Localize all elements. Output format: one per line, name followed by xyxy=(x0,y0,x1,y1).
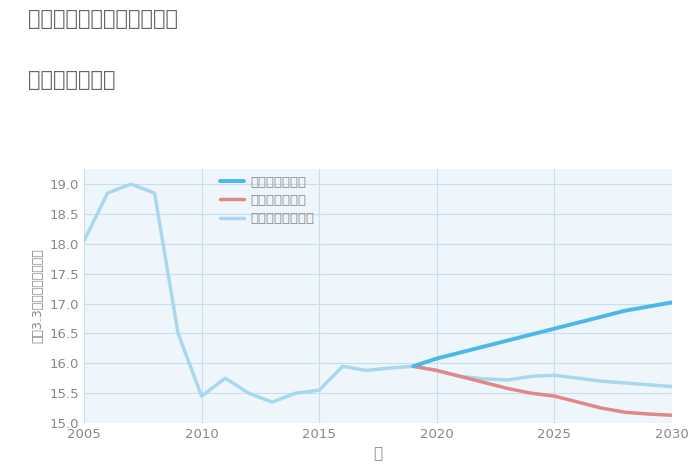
グッドシナリオ xyxy=(644,304,652,309)
バッドシナリオ xyxy=(621,409,629,415)
ノーマルシナリオ xyxy=(104,190,112,196)
グッドシナリオ xyxy=(597,314,606,320)
ノーマルシナリオ xyxy=(433,368,441,373)
バッドシナリオ xyxy=(597,405,606,411)
ノーマルシナリオ xyxy=(644,382,652,388)
バッドシナリオ xyxy=(503,385,512,391)
バッドシナリオ xyxy=(574,400,582,405)
ノーマルシナリオ xyxy=(574,376,582,381)
ノーマルシナリオ xyxy=(291,390,300,396)
ノーマルシナリオ xyxy=(268,400,277,405)
ノーマルシナリオ xyxy=(197,393,206,399)
グッドシナリオ xyxy=(550,326,559,331)
ノーマルシナリオ xyxy=(597,378,606,384)
ノーマルシナリオ xyxy=(456,374,465,379)
バッドシナリオ xyxy=(456,374,465,379)
グッドシナリオ xyxy=(503,338,512,344)
ノーマルシナリオ xyxy=(244,390,253,396)
ノーマルシナリオ xyxy=(362,368,370,373)
Text: 土地の価格推移: 土地の価格推移 xyxy=(28,70,116,91)
Line: ノーマルシナリオ: ノーマルシナリオ xyxy=(84,184,672,402)
ノーマルシナリオ xyxy=(526,374,535,379)
ノーマルシナリオ xyxy=(80,238,88,243)
Text: 千葉県長生郡白子町剃金の: 千葉県長生郡白子町剃金の xyxy=(28,9,178,30)
Line: バッドシナリオ: バッドシナリオ xyxy=(413,366,672,415)
ノーマルシナリオ xyxy=(174,330,182,336)
バッドシナリオ xyxy=(526,390,535,396)
ノーマルシナリオ xyxy=(386,365,394,371)
バッドシナリオ xyxy=(668,412,676,418)
ノーマルシナリオ xyxy=(503,377,512,383)
ノーマルシナリオ xyxy=(339,363,347,369)
バッドシナリオ xyxy=(409,363,417,369)
グッドシナリオ xyxy=(456,350,465,355)
バッドシナリオ xyxy=(550,393,559,399)
ノーマルシナリオ xyxy=(668,384,676,389)
グッドシナリオ xyxy=(480,344,488,349)
ノーマルシナリオ xyxy=(127,181,135,187)
バッドシナリオ xyxy=(433,368,441,373)
グッドシナリオ xyxy=(433,356,441,361)
ノーマルシナリオ xyxy=(315,387,323,393)
ノーマルシナリオ xyxy=(409,363,417,369)
Line: グッドシナリオ: グッドシナリオ xyxy=(413,302,672,366)
グッドシナリオ xyxy=(668,299,676,305)
バッドシナリオ xyxy=(644,411,652,417)
グッドシナリオ xyxy=(621,308,629,313)
ノーマルシナリオ xyxy=(221,376,230,381)
ノーマルシナリオ xyxy=(621,380,629,386)
ノーマルシナリオ xyxy=(480,376,488,382)
ノーマルシナリオ xyxy=(150,190,159,196)
Y-axis label: 平（3.3㎡）単価（万円）: 平（3.3㎡）単価（万円） xyxy=(31,249,44,344)
グッドシナリオ xyxy=(409,363,417,369)
グッドシナリオ xyxy=(526,332,535,337)
バッドシナリオ xyxy=(480,380,488,385)
X-axis label: 年: 年 xyxy=(373,446,383,462)
Legend: グッドシナリオ, バッドシナリオ, ノーマルシナリオ: グッドシナリオ, バッドシナリオ, ノーマルシナリオ xyxy=(220,176,314,225)
グッドシナリオ xyxy=(574,320,582,326)
ノーマルシナリオ xyxy=(550,372,559,378)
